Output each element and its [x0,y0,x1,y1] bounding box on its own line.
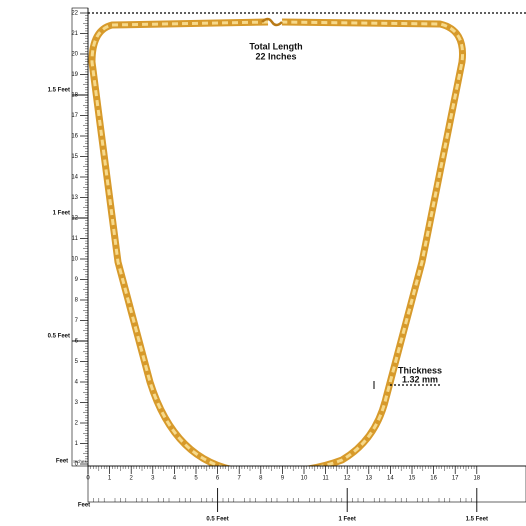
inch-label: 14 [387,476,394,482]
length-title: Total Length [249,41,302,51]
inch-label: 10 [71,257,78,263]
inch-label: 11 [72,236,79,242]
inch-label: 3 [75,400,79,406]
inch-label: 8 [259,476,263,482]
inch-label: 12 [71,216,78,222]
inch-label: 15 [409,476,416,482]
thickness-value: 1.32 mm [402,374,438,384]
inch-label: 17 [71,113,78,119]
inch-label: 4 [75,380,79,386]
inch-label: 1 [75,441,79,447]
inch-label: 8 [75,298,79,304]
inch-label: 14 [71,175,78,181]
clasp [261,17,283,27]
inch-label: 18 [71,93,78,99]
inch-label: 16 [430,476,437,482]
feet-label: 0.5 Feet [48,334,70,340]
inch-label: 22 [71,11,78,17]
inch-label: 19 [71,72,78,78]
inch-label: 2 [130,476,134,482]
inch-label: 6 [216,476,220,482]
inch-label: 15 [71,154,78,160]
inch-label: 10 [301,476,308,482]
left-feet-caption: Feet [56,459,68,465]
inch-label: 17 [452,476,459,482]
feet-label: 1 Feet [339,517,356,523]
inch-label: 7 [75,318,79,324]
feet-label: 1.5 Feet [48,88,70,94]
inch-label: 7 [238,476,242,482]
bottom-ruler [87,465,526,503]
inch-label: 5 [75,359,79,365]
thickness-title: Thickness [398,365,442,375]
length-value: 22 Inches [255,51,296,61]
inch-label: 12 [344,476,351,482]
inch-caption: Inches [73,459,87,464]
inch-label: 1 [108,476,112,482]
inch-label: 16 [71,134,78,140]
feet-label: 1 Feet [53,211,70,217]
rulers: Feet Inches Feet 01234567891011121314151… [48,7,526,523]
feet-label: 0.5 Feet [206,517,228,523]
inch-label: 21 [71,31,78,37]
inch-label: 9 [281,476,285,482]
inch-label: 13 [365,476,372,482]
inch-label: 6 [75,339,79,345]
feet-label: 1.5 Feet [466,517,488,523]
inch-label: 5 [194,476,198,482]
inch-label: 2 [75,421,79,427]
inch-label: 11 [322,476,329,482]
inch-label: 0 [86,476,90,482]
inch-label: 13 [71,195,78,201]
inch-label: 4 [173,476,177,482]
inch-label: 20 [71,52,78,58]
inch-label: 3 [151,476,155,482]
inch-label: 0 [75,462,79,468]
bottom-feet-caption: Feet [78,503,90,509]
inch-label: 18 [473,476,480,482]
inch-label: 9 [75,277,79,283]
